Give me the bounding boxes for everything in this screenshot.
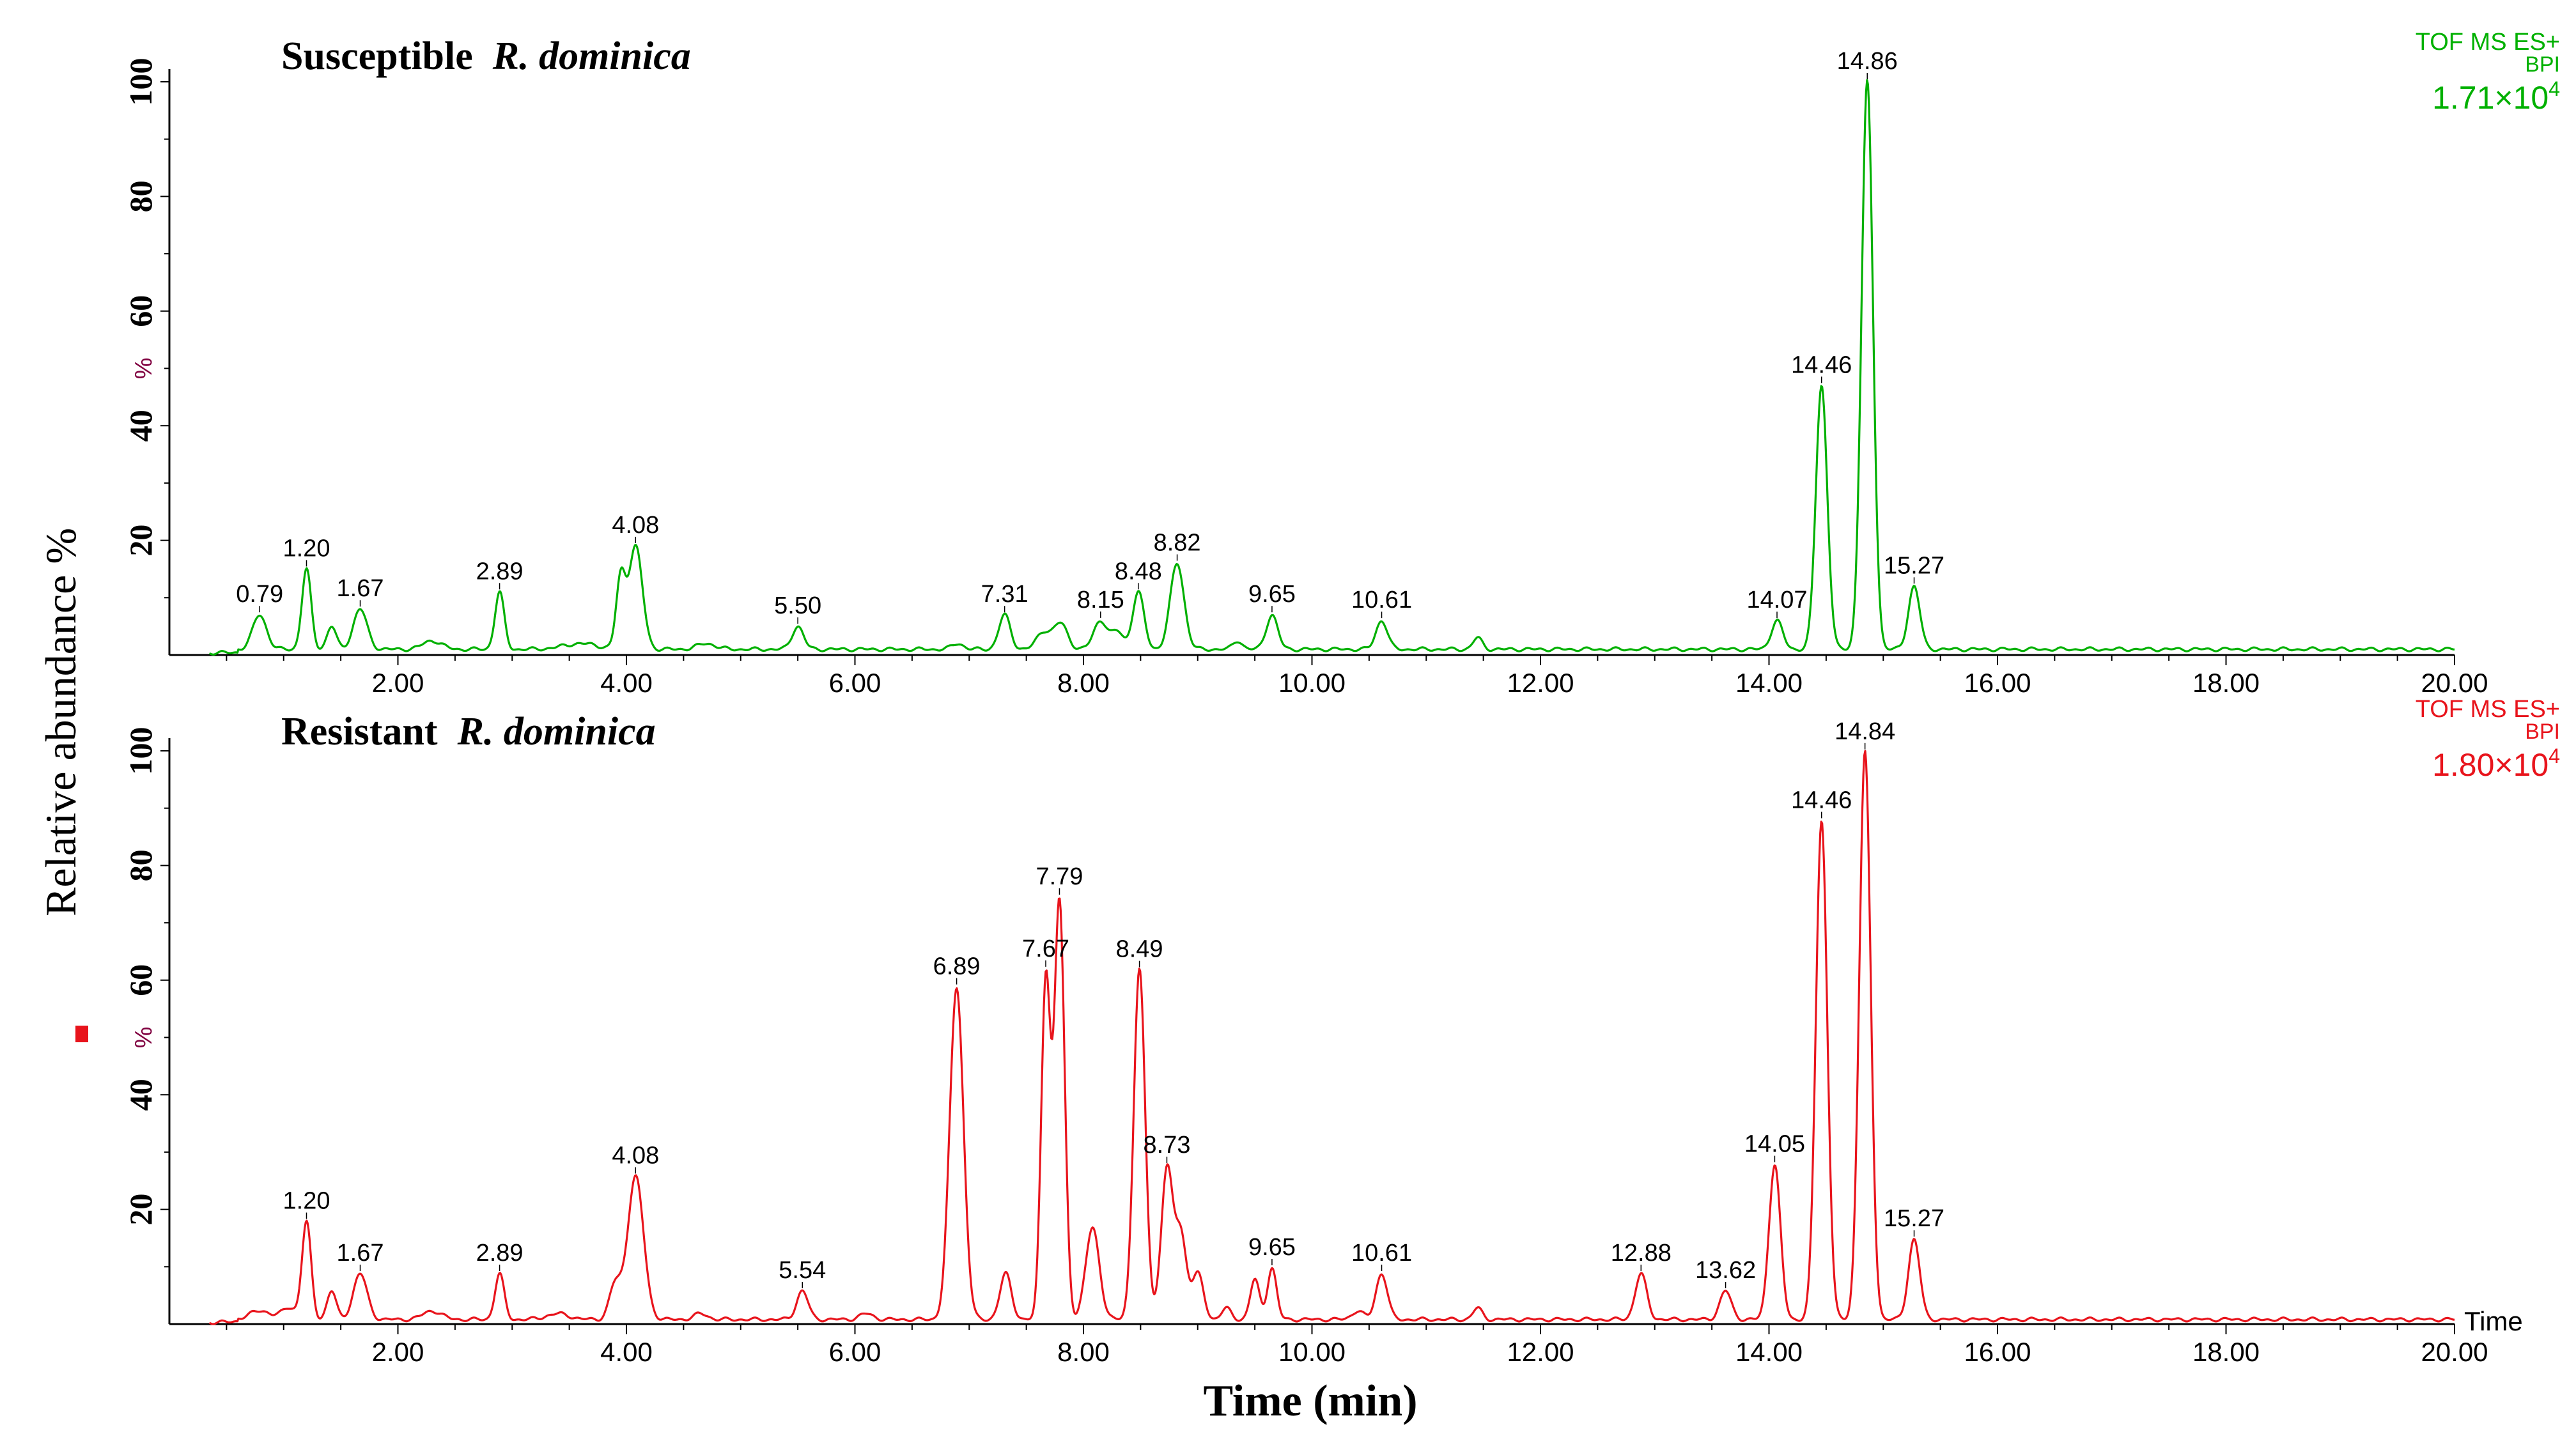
intensity-base-res: 1.80×10 (2432, 747, 2549, 783)
y-tick-label-res: 80 (123, 849, 159, 881)
x-tick-label-sus: 18.00 (2192, 668, 2260, 698)
mode-label-res: BPI (2525, 720, 2560, 744)
x-tick-label-res: 4.00 (600, 1337, 653, 1367)
peak-label-sus: 9.65 (1248, 581, 1296, 608)
x-tick-label-res: 10.00 (1278, 1337, 1346, 1367)
peak-label-res: 5.54 (779, 1257, 826, 1284)
y-tick-label-res: 40 (123, 1079, 159, 1111)
y-tick-label-sus: 80 (123, 180, 159, 212)
x-tick-label-sus: 20.00 (2421, 668, 2488, 698)
peak-label-sus: 7.31 (981, 581, 1028, 608)
chromatogram-trace-res (208, 750, 2455, 1325)
y-tick-label-sus: 20 (123, 525, 159, 557)
peak-label-res: 2.89 (476, 1240, 524, 1267)
y-axis-label: Relative abundance % (36, 528, 85, 916)
panel-title-species-sus: R. dominica (492, 35, 691, 78)
x-tick-label-sus: 2.00 (372, 668, 424, 698)
peak-label-sus: 1.67 (337, 575, 384, 602)
y-tick-label-res: 60 (123, 964, 159, 996)
x-tick-label-res: 12.00 (1507, 1337, 1574, 1367)
peak-label-sus: 14.46 (1791, 351, 1852, 378)
y-tick-label-sus: 100 (123, 58, 159, 106)
peak-label-res: 9.65 (1248, 1234, 1296, 1261)
peak-label-res: 8.49 (1116, 936, 1163, 963)
intensity-label-sus: 1.71×104 (2432, 77, 2560, 116)
peak-label-res: 8.73 (1144, 1132, 1191, 1159)
y-tick-label-res: 20 (123, 1194, 159, 1226)
x-tick-label-sus: 16.00 (1964, 668, 2031, 698)
peak-label-sus: 0.79 (236, 581, 283, 608)
peak-label-sus: 2.89 (476, 558, 524, 585)
x-tick-label-res: 20.00 (2421, 1337, 2488, 1367)
panel-title-species-res: R. dominica (457, 710, 656, 753)
x-tick-label-res: 2.00 (372, 1337, 424, 1367)
susceptible-chromatogram-panel: Susceptible R. dominica TOF MS ES+BPI1.71… (123, 29, 2560, 698)
intensity-base-sus: 1.71×10 (2432, 80, 2549, 116)
x-tick-label-sus: 14.00 (1735, 668, 1803, 698)
x-tick-label-res: 18.00 (2192, 1337, 2260, 1367)
mode-label-sus: BPI (2525, 52, 2560, 77)
x-tick-label-sus: 8.00 (1057, 668, 1110, 698)
peak-label-res: 13.62 (1695, 1257, 1756, 1284)
peak-label-sus: 8.48 (1115, 558, 1162, 585)
intensity-exponent-res: 4 (2549, 744, 2560, 767)
intensity-exponent-sus: 4 (2549, 77, 2560, 100)
y-unit-tick-sus: % (130, 358, 157, 380)
x-tick-label-res: 8.00 (1057, 1337, 1110, 1367)
peak-label-sus: 1.20 (283, 535, 330, 562)
peak-label-res: 14.46 (1791, 787, 1852, 813)
x-axis-label: Time (min) (1203, 1376, 1417, 1426)
peak-label-res: 1.67 (337, 1240, 384, 1267)
chromatogram-trace-sus (208, 79, 2455, 656)
y-tick-label-sus: 60 (123, 295, 159, 327)
y-tick-label-res: 100 (123, 727, 159, 775)
instrument-label-res: TOF MS ES+ (2416, 696, 2560, 723)
peak-label-res: 12.88 (1611, 1240, 1672, 1267)
peak-label-res: 7.79 (1036, 863, 1083, 890)
peak-label-res: 4.08 (612, 1142, 659, 1169)
peak-label-res: 7.67 (1022, 936, 1069, 962)
peak-label-sus: 10.61 (1351, 587, 1412, 613)
peak-label-sus: 8.15 (1077, 587, 1124, 613)
peak-label-sus: 8.82 (1154, 529, 1201, 556)
instrument-label-sus: TOF MS ES+ (2416, 29, 2560, 56)
x-tick-label-sus: 6.00 (829, 668, 881, 698)
time-axis-tag: Time (2464, 1306, 2523, 1336)
panel-title-prefix-res: Resistant (281, 710, 458, 753)
peak-label-res: 1.20 (283, 1188, 330, 1215)
peak-label-sus: 14.07 (1746, 587, 1807, 613)
x-tick-label-res: 14.00 (1735, 1337, 1803, 1367)
panel-title-sus: Susceptible R. dominica (281, 35, 691, 78)
peak-label-sus: 5.50 (774, 592, 821, 619)
y-tick-label-sus: 40 (123, 410, 159, 442)
x-tick-label-res: 6.00 (829, 1337, 881, 1367)
red-marker (75, 1026, 88, 1042)
intensity-label-res: 1.80×104 (2432, 744, 2560, 783)
peak-label-sus: 14.86 (1837, 48, 1898, 75)
peak-label-sus: 4.08 (612, 512, 659, 539)
x-tick-label-sus: 4.00 (600, 668, 653, 698)
peak-label-res: 10.61 (1351, 1240, 1412, 1267)
peak-label-sus: 15.27 (1884, 552, 1944, 579)
panel-title-res: Resistant R. dominica (281, 710, 656, 753)
peak-label-res: 14.84 (1835, 718, 1895, 745)
peak-label-res: 6.89 (933, 953, 981, 980)
peak-label-res: 15.27 (1884, 1205, 1944, 1232)
x-tick-label-sus: 10.00 (1278, 668, 1346, 698)
panel-title-prefix-sus: Susceptible (281, 35, 493, 78)
x-tick-label-sus: 12.00 (1507, 668, 1574, 698)
y-unit-tick-res: % (130, 1027, 157, 1049)
x-tick-label-res: 16.00 (1964, 1337, 2031, 1367)
peak-label-res: 14.05 (1744, 1131, 1805, 1158)
